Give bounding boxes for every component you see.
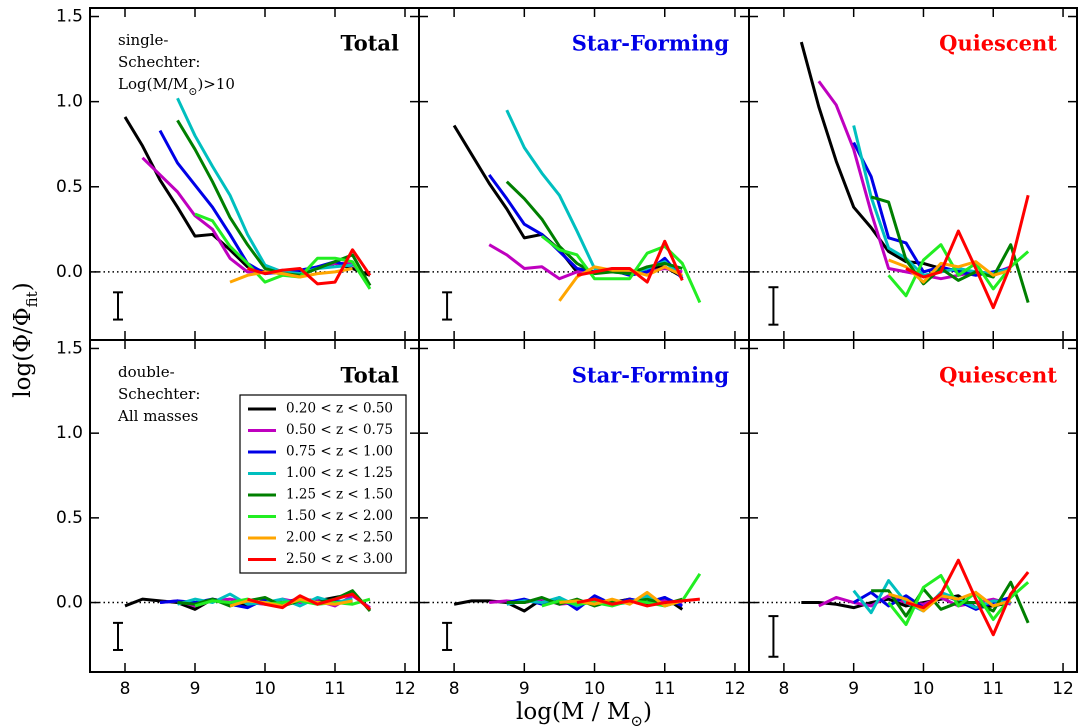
x-tick-label: 10	[913, 679, 935, 699]
text-part: double-	[118, 363, 175, 381]
y-tick-label: 1.0	[56, 92, 83, 112]
annotation: single-	[118, 31, 169, 49]
legend-label: 1.25 < z < 1.50	[286, 487, 393, 503]
x-tick-label: 11	[982, 679, 1004, 699]
text-part: single-	[118, 31, 169, 49]
y-tick-label: 1.0	[56, 423, 83, 443]
series-line	[247, 592, 371, 611]
legend-label: 2.00 < z < 2.50	[286, 530, 393, 546]
axes-frame	[748, 339, 1078, 673]
panel: Star-Forming	[418, 7, 750, 341]
x-tick-label: 9	[848, 679, 859, 699]
panel-title: Quiescent	[939, 363, 1057, 388]
series-line	[506, 595, 683, 608]
legend-label: 1.50 < z < 2.00	[286, 508, 393, 524]
y-tick-label: 1.5	[56, 338, 83, 358]
series-line	[229, 267, 353, 284]
series-line	[817, 80, 1012, 281]
y-tick-label: 0.5	[56, 177, 83, 197]
series-line	[505, 109, 684, 279]
x-tick-label: 12	[724, 679, 746, 699]
series-line	[888, 590, 1012, 613]
series-line	[871, 580, 1030, 624]
series-line	[194, 212, 372, 290]
annotation: Log(M/M⊙)>10	[118, 75, 235, 98]
y-tick-label: 0.0	[56, 593, 83, 613]
axes-frame	[418, 339, 750, 673]
text-part: All masses	[117, 407, 198, 425]
x-tick-label: 9	[519, 679, 530, 699]
subscript: fit	[23, 291, 41, 307]
series-line	[176, 97, 353, 276]
x-tick-label: 10	[584, 679, 606, 699]
series-line	[887, 243, 1030, 298]
series-line	[576, 597, 700, 608]
y-tick-label: 1.5	[56, 7, 83, 27]
text-part: Log(M/M	[118, 75, 188, 93]
legend-box	[239, 394, 407, 574]
x-tick-label: 8	[449, 679, 460, 699]
text-part: log(Φ/Φ	[10, 307, 36, 397]
panel: 8 9 10 11 12 Star-Forming	[418, 339, 750, 699]
legend-label: 0.20 < z < 0.50	[286, 401, 393, 417]
annotation: Schechter:	[118, 53, 200, 71]
panel-title: Star-Forming	[572, 31, 730, 56]
subscript: ⊙	[188, 85, 197, 98]
panel-title: Total	[340, 363, 399, 388]
panel: 8 9 10 11 12 0.0 0.5 1.0 1.5 Total 0.20 < z < 0.50…	[56, 338, 420, 699]
legend-label: 0.75 < z < 1.00	[286, 444, 393, 460]
panel: Quiescent	[748, 7, 1078, 341]
x-tick-label: 11	[324, 679, 346, 699]
panel: 0.0 0.5 1.0 1.5 Total	[56, 7, 420, 341]
text-part: Schechter:	[118, 385, 200, 403]
series-line	[247, 248, 372, 286]
series-line	[870, 195, 1030, 303]
series-line	[852, 141, 1011, 277]
text-part: )>10	[197, 75, 235, 93]
text-part: )	[643, 699, 652, 725]
panel-title: Total	[340, 31, 399, 56]
x-tick-label: 8	[120, 679, 131, 699]
axes-frame	[418, 7, 750, 341]
series-line	[799, 41, 1012, 277]
panel-title: Star-Forming	[572, 363, 730, 388]
text-part: log(M / M	[516, 699, 630, 725]
legend-label: 2.50 < z < 3.00	[286, 551, 393, 567]
x-tick-label: 8	[778, 679, 789, 699]
x-tick-label: 12	[394, 679, 416, 699]
text-part: )	[10, 282, 36, 291]
axes-frame	[748, 7, 1078, 341]
series-line	[576, 239, 684, 284]
x-tick-label: 11	[654, 679, 676, 699]
panel: 8 9 10 11 12 Quiescent	[748, 339, 1078, 699]
x-tick-label: 9	[190, 679, 201, 699]
annotation: Schechter:	[118, 385, 200, 403]
series-line	[123, 116, 371, 277]
annotation: All masses	[117, 407, 198, 425]
text-part: Schechter:	[118, 53, 200, 71]
y-tick-label: 0.0	[56, 262, 83, 282]
x-tick-label: 10	[254, 679, 276, 699]
annotation: double-	[118, 363, 175, 381]
subscript: ⊙	[630, 712, 643, 728]
x-axis-label: log(M / M⊙)	[516, 699, 652, 728]
series-line	[905, 558, 1030, 637]
panel-title: Quiescent	[939, 31, 1057, 56]
x-tick-label: 12	[1052, 679, 1074, 699]
legend-label: 1.00 < z < 1.25	[286, 465, 393, 481]
y-axis-label: log(Φ/Φfit)	[10, 282, 41, 397]
series-line	[905, 194, 1030, 310]
y-tick-label: 0.5	[56, 508, 83, 528]
series-line	[540, 234, 702, 304]
legend-label: 0.50 < z < 0.75	[286, 422, 393, 438]
